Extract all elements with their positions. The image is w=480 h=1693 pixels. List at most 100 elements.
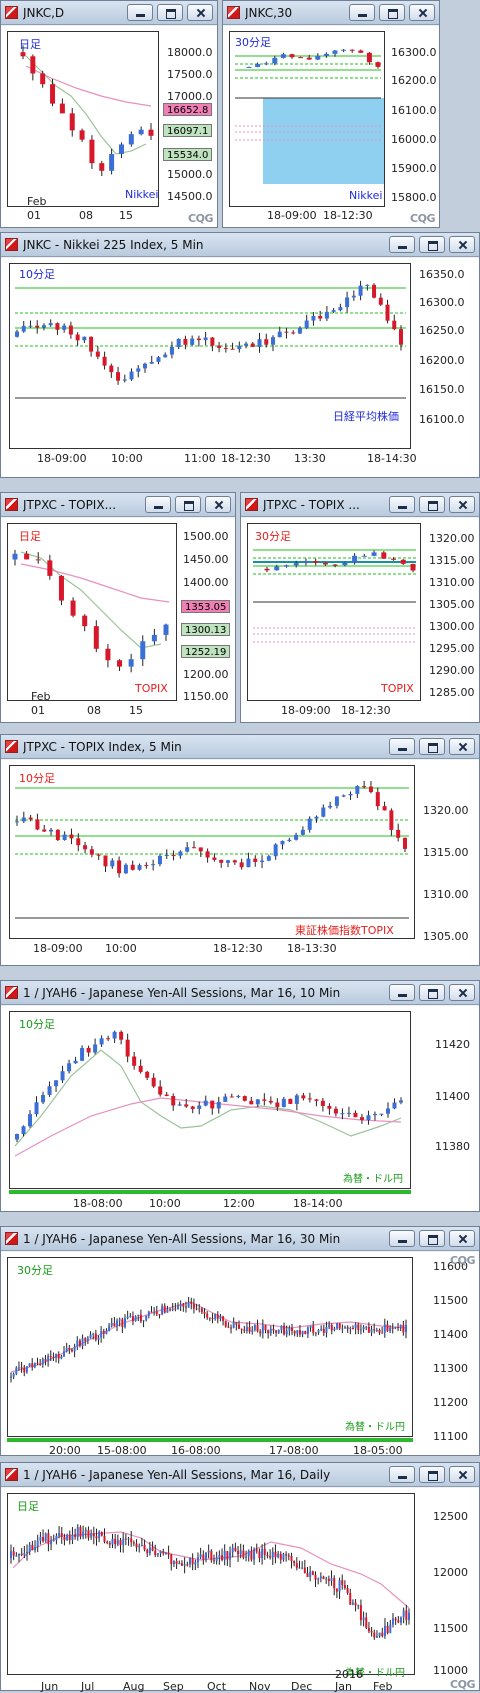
candle-body	[191, 847, 196, 849]
candle-body	[39, 1537, 42, 1541]
candle-body	[402, 1324, 405, 1333]
close-button[interactable]	[449, 738, 475, 755]
candle-body	[65, 1347, 68, 1352]
maximize-button[interactable]	[419, 496, 445, 513]
window-jnkc-daily[interactable]: JNKC,D 日足 Nikkei 18000.0 17500.0 17000.0…	[0, 0, 218, 228]
close-button[interactable]	[205, 496, 231, 513]
titlebar[interactable]: JNKC,D	[1, 1, 217, 25]
candle-body	[370, 1631, 373, 1633]
chart-area[interactable]: 10分足 為替・ドル円 11420 11400 11380 11360 18-0…	[1, 1006, 479, 1211]
titlebar[interactable]: 1 / JYAH6 - Japanese Yen-All Sessions, M…	[1, 1463, 479, 1487]
titlebar[interactable]: 1 / JYAH6 - Japanese Yen-All Sessions, M…	[1, 981, 479, 1005]
window-yen-10min[interactable]: 1 / JYAH6 - Japanese Yen-All Sessions, M…	[0, 980, 480, 1212]
minimize-button[interactable]	[127, 4, 153, 21]
maximize-button[interactable]	[157, 4, 183, 21]
candlesticks	[10, 1297, 407, 1383]
minimize-button[interactable]	[389, 236, 415, 253]
titlebar[interactable]: 1 / JYAH6 - Japanese Yen-All Sessions, M…	[1, 1227, 479, 1251]
candle-body	[70, 1349, 73, 1352]
candle-body	[111, 1538, 114, 1545]
minimize-button[interactable]	[389, 984, 415, 1001]
candle-body	[48, 323, 53, 326]
candle-body	[73, 1346, 76, 1352]
minimize-button[interactable]	[389, 1230, 415, 1247]
candle-body	[231, 1547, 234, 1553]
candle-body	[352, 555, 358, 563]
price-tick: 1305.00	[429, 598, 475, 611]
candle-body	[143, 363, 147, 369]
candle-body	[246, 858, 251, 868]
minimize-button[interactable]	[389, 738, 415, 755]
candle-body	[403, 837, 407, 849]
chart-area[interactable]: 30分足 為替・ドル円 11600 11500 11400 11300 1120…	[1, 1252, 479, 1457]
candlesticks	[264, 550, 416, 573]
candle-body	[58, 575, 64, 601]
candle-body	[145, 1315, 148, 1321]
titlebar[interactable]: JTPXC - TOPIX ...	[241, 493, 479, 517]
close-button[interactable]	[449, 1466, 475, 1483]
maximize-button[interactable]	[419, 1466, 445, 1483]
candle-body	[47, 1356, 50, 1362]
window-topix-daily[interactable]: JTPXC - TOPIX... 日足 TOPIX 1500.00 1450.0…	[0, 492, 236, 723]
x-tick: 18-14:00	[293, 1197, 343, 1210]
window-nikkei-5min[interactable]: JNKC - Nikkei 225 Index, 5 Min 10分足 日経平均…	[0, 232, 480, 478]
candle-body	[177, 1104, 182, 1106]
candle-body	[341, 1580, 344, 1586]
candle-body	[255, 1549, 258, 1552]
timeframe-label: 10分足	[19, 268, 55, 281]
candle-body	[21, 1126, 26, 1135]
close-button[interactable]	[449, 496, 475, 513]
candle-body	[86, 1047, 91, 1053]
candle-body	[195, 1308, 198, 1310]
candle-body	[239, 862, 244, 868]
window-yen-daily[interactable]: 1 / JYAH6 - Japanese Yen-All Sessions, M…	[0, 1462, 480, 1693]
candle-body	[89, 1334, 92, 1339]
candle-body	[314, 1332, 317, 1334]
chart-area[interactable]: 日足 為替・ドル円 12500 12000 11500 11000 2016 J…	[1, 1488, 479, 1693]
maximize-button[interactable]	[419, 1230, 445, 1247]
minimize-button[interactable]	[389, 496, 415, 513]
maximize-button[interactable]	[419, 738, 445, 755]
maximize-button[interactable]	[175, 496, 201, 513]
titlebar[interactable]: JNKC,30	[223, 1, 439, 25]
window-jnkc-30[interactable]: JNKC,30 30分足 Nikkei 16300.0 16200.0 1610…	[222, 0, 440, 228]
minimize-button[interactable]	[389, 1466, 415, 1483]
close-button[interactable]	[187, 4, 213, 21]
close-button[interactable]	[449, 984, 475, 1001]
titlebar[interactable]: JTPXC - TOPIX...	[1, 493, 235, 517]
maximize-button[interactable]	[379, 4, 405, 21]
candle-body	[296, 1330, 299, 1334]
titlebar[interactable]: JTPXC - TOPIX Index, 5 Min	[1, 735, 479, 759]
chart-area[interactable]: 30分足 TOPIX 1320.00 1315.00 1310.00 1305.…	[241, 518, 479, 722]
app-icon	[5, 6, 18, 19]
window-topix-30[interactable]: JTPXC - TOPIX ... 30分足 TOPIX 1320.00 131…	[240, 492, 480, 723]
maximize-button[interactable]	[419, 984, 445, 1001]
chart-area[interactable]: 10分足 日経平均株価 16350.0 16300.0 16250.0 1620…	[1, 258, 479, 477]
maximize-button[interactable]	[419, 236, 445, 253]
minimize-button[interactable]	[349, 4, 375, 21]
candle-body	[203, 1312, 206, 1314]
minimize-button[interactable]	[145, 496, 171, 513]
close-button[interactable]	[449, 236, 475, 253]
candle-body	[328, 1324, 331, 1328]
app-icon	[5, 986, 18, 999]
window-topix-5min[interactable]: JTPXC - TOPIX Index, 5 Min 10分足 東証株価指数TO…	[0, 734, 480, 966]
candle-body	[20, 52, 26, 57]
candle-body	[68, 1535, 71, 1541]
candle-body	[375, 1329, 378, 1331]
chart-area[interactable]: 日足 Nikkei 18000.0 17500.0 17000.0 16652.…	[1, 26, 217, 227]
candle-body	[301, 1331, 304, 1335]
titlebar[interactable]: JNKC - Nikkei 225 Index, 5 Min	[1, 233, 479, 257]
candle-body	[74, 1534, 77, 1537]
chart-area[interactable]: 10分足 東証株価指数TOPIX 1320.00 1315.00 1310.00…	[1, 760, 479, 965]
chart-area[interactable]: 日足 TOPIX 1500.00 1450.00 1400.00 1353.05…	[1, 518, 235, 722]
close-button[interactable]	[449, 1230, 475, 1247]
x-tick: 12:00	[223, 1197, 255, 1210]
close-button[interactable]	[409, 4, 435, 21]
candle-body	[82, 615, 88, 627]
candle-body	[176, 338, 181, 348]
window-yen-30min[interactable]: 1 / JYAH6 - Japanese Yen-All Sessions, M…	[0, 1226, 480, 1457]
candle-body	[304, 320, 309, 329]
x-tick: 01	[31, 704, 45, 717]
chart-area[interactable]: 30分足 Nikkei 16300.0 16200.0 16100.0 1600…	[223, 26, 439, 227]
